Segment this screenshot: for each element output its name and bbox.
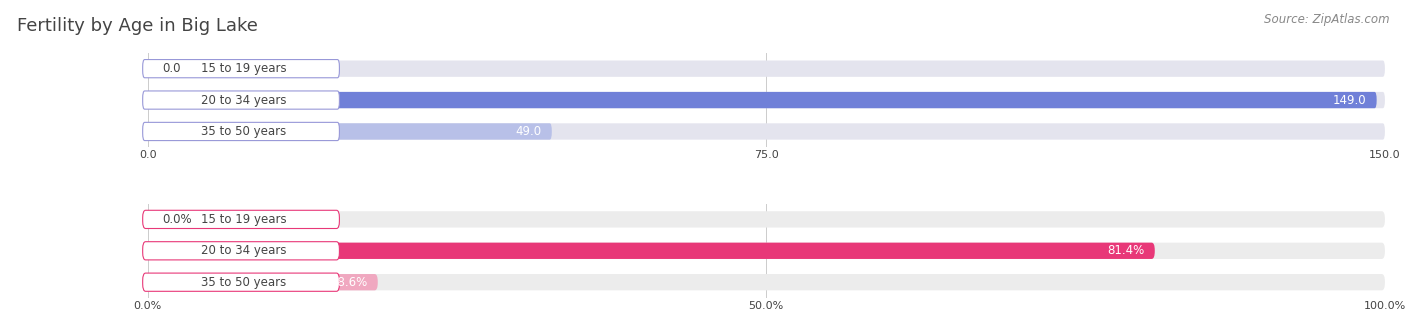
Text: 81.4%: 81.4%	[1108, 244, 1144, 257]
Text: Source: ZipAtlas.com: Source: ZipAtlas.com	[1264, 13, 1389, 26]
FancyBboxPatch shape	[142, 60, 339, 78]
FancyBboxPatch shape	[148, 123, 551, 140]
FancyBboxPatch shape	[142, 242, 339, 260]
Text: 20 to 34 years: 20 to 34 years	[201, 244, 287, 257]
Text: 0.0%: 0.0%	[163, 213, 193, 226]
Text: 15 to 19 years: 15 to 19 years	[201, 213, 287, 226]
Text: 0.0: 0.0	[163, 62, 181, 75]
FancyBboxPatch shape	[142, 210, 339, 228]
Text: 20 to 34 years: 20 to 34 years	[201, 94, 287, 107]
FancyBboxPatch shape	[142, 91, 339, 109]
FancyBboxPatch shape	[148, 274, 1385, 290]
Text: 49.0: 49.0	[516, 125, 541, 138]
FancyBboxPatch shape	[148, 92, 1385, 108]
Text: 15 to 19 years: 15 to 19 years	[201, 62, 287, 75]
FancyBboxPatch shape	[148, 61, 1385, 77]
FancyBboxPatch shape	[148, 243, 1385, 259]
Text: 18.6%: 18.6%	[330, 276, 368, 289]
Text: 35 to 50 years: 35 to 50 years	[201, 125, 287, 138]
FancyBboxPatch shape	[148, 243, 1154, 259]
FancyBboxPatch shape	[148, 211, 1385, 227]
FancyBboxPatch shape	[142, 122, 339, 141]
Text: 35 to 50 years: 35 to 50 years	[201, 276, 287, 289]
FancyBboxPatch shape	[148, 274, 378, 290]
Text: 149.0: 149.0	[1333, 94, 1367, 107]
FancyBboxPatch shape	[148, 92, 1376, 108]
Text: Fertility by Age in Big Lake: Fertility by Age in Big Lake	[17, 17, 257, 34]
FancyBboxPatch shape	[148, 123, 1385, 140]
FancyBboxPatch shape	[142, 273, 339, 291]
